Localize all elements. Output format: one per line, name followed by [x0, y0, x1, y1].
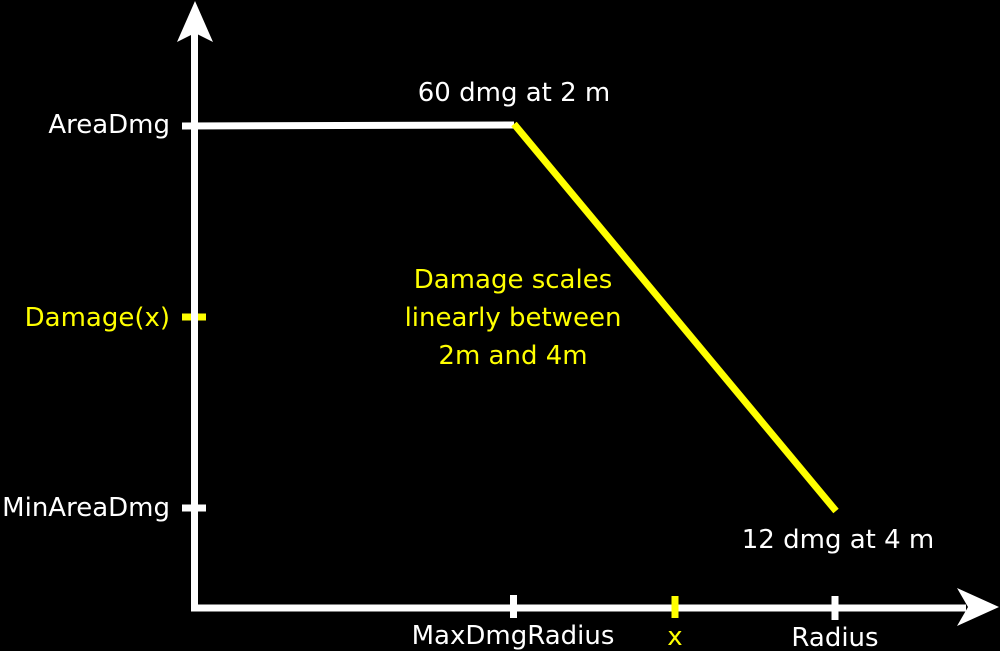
annotation-12-dmg-at-4m: 12 dmg at 4 m: [741, 525, 935, 555]
note-line-2: linearly between: [404, 303, 622, 333]
note-line-3: 2m and 4m: [438, 341, 588, 371]
note-line-1: Damage scales: [413, 265, 613, 295]
y-axis-arrow-icon: [177, 1, 213, 42]
y-label-min-area-dmg: MinAreaDmg: [2, 493, 170, 523]
x-label-radius: Radius: [791, 623, 879, 651]
series-constant-damage-line: [181, 121, 515, 130]
y-label-damage-x: Damage(x): [24, 303, 170, 333]
x-label-x-marker: x: [667, 622, 683, 651]
x-axis-arrow-icon: [957, 588, 999, 626]
annotation-60-dmg-at-2m: 60 dmg at 2 m: [417, 78, 611, 108]
x-label-max-dmg-radius: MaxDmgRadius: [411, 621, 615, 651]
note-linear-scaling: Damage scales linearly between 2m and 4m: [405, 261, 622, 375]
y-label-area-dmg: AreaDmg: [48, 110, 170, 140]
series-falloff-line: [511, 121, 839, 514]
